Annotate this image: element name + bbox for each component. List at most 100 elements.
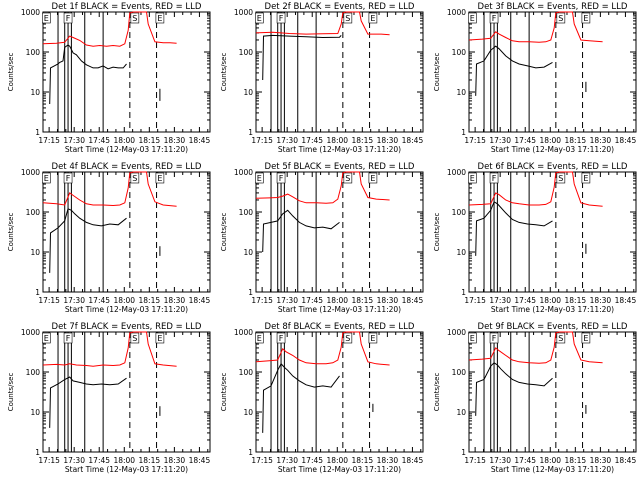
x-tick-label: 18:15 <box>565 456 587 465</box>
y-axis-label: Counts/sec <box>7 213 15 252</box>
marker-label: F <box>279 14 284 23</box>
marker-label: S <box>345 174 350 183</box>
y-tick-label: 1 <box>248 448 253 457</box>
y-tick-label: 100 <box>26 48 41 57</box>
marker-box <box>368 12 378 24</box>
y-tick-label: 1000 <box>447 8 466 17</box>
y-tick-label: 1000 <box>447 328 466 337</box>
x-tick-label: 18:30 <box>377 296 399 305</box>
series-line-events <box>49 376 127 428</box>
marker-label: F <box>279 174 284 183</box>
x-tick-label: 18:15 <box>139 456 161 465</box>
y-axis-label: Counts/sec <box>433 53 441 92</box>
marker-label: E <box>370 14 375 23</box>
y-tick-label: 10 <box>30 248 40 257</box>
chart-panel-1: Det 1f BLACK = Events, RED = LLD Counts/s… <box>7 2 211 154</box>
chart-title: Det 1f BLACK = Events, RED = LLD <box>52 2 202 12</box>
y-axis-label: Counts/sec <box>7 373 15 412</box>
y-tick-label: 10 <box>456 88 466 97</box>
chart-panel-2: Det 2f BLACK = Events, RED = LLD Counts/s… <box>220 2 424 154</box>
series-line-lld <box>255 331 390 366</box>
y-tick-label: 1000 <box>234 168 253 177</box>
chart-title: Det 4f BLACK = Events, RED = LLD <box>52 162 202 172</box>
marker-label: S <box>558 174 563 183</box>
plot-frame <box>42 171 211 293</box>
y-axis-label: Counts/sec <box>7 53 15 92</box>
x-tick-label: 18:45 <box>189 296 211 305</box>
marker-box <box>581 172 591 184</box>
marker-box <box>581 12 591 24</box>
x-axis-label: Start Time (12-May-03 17:11:20) <box>491 305 614 314</box>
marker-box <box>155 12 165 24</box>
chart-panel-8: Det 8f BLACK = Events, RED = LLD Counts/s… <box>220 322 424 474</box>
marker-box <box>155 172 165 184</box>
chart-panel-5: Det 5f BLACK = Events, RED = LLD Counts/s… <box>220 162 424 314</box>
x-tick-label: 17:45 <box>514 456 536 465</box>
marker-box <box>489 332 499 344</box>
marker-label: F <box>492 174 497 183</box>
x-tick-label: 18:30 <box>590 456 612 465</box>
series-line-events <box>475 201 553 256</box>
y-tick-label: 100 <box>452 208 467 217</box>
y-tick-label: 1000 <box>21 328 40 337</box>
x-tick-label: 18:15 <box>565 296 587 305</box>
marker-box <box>63 332 73 344</box>
x-tick-label: 18:45 <box>615 136 637 145</box>
x-tick-label: 17:45 <box>88 456 110 465</box>
y-tick-label: 1000 <box>234 328 253 337</box>
y-tick-label: 1 <box>35 448 40 457</box>
series-line-events <box>262 362 340 433</box>
y-tick-label: 1000 <box>234 8 253 17</box>
x-tick-label: 18:45 <box>615 456 637 465</box>
y-tick-label: 100 <box>452 48 467 57</box>
plot-frame <box>42 11 211 133</box>
series-line-lld <box>42 11 177 47</box>
x-axis-label: Start Time (12-May-03 17:11:20) <box>278 145 401 154</box>
plot-frame <box>255 11 424 133</box>
marker-label: S <box>132 174 137 183</box>
marker-box <box>276 12 286 24</box>
chart-title: Det 3f BLACK = Events, RED = LLD <box>478 2 628 12</box>
x-tick-label: 18:45 <box>189 456 211 465</box>
series-line-lld <box>468 11 603 43</box>
chart-panel-3: Det 3f BLACK = Events, RED = LLD Counts/s… <box>433 2 637 154</box>
x-tick-label: 18:30 <box>590 296 612 305</box>
x-tick-label: 17:30 <box>63 456 85 465</box>
marker-label: E <box>257 14 262 23</box>
plot-frame <box>255 331 424 453</box>
x-tick-label: 18:30 <box>590 136 612 145</box>
x-tick-label: 17:45 <box>88 296 110 305</box>
x-tick-label: 18:45 <box>189 136 211 145</box>
x-axis-label: Start Time (12-May-03 17:11:20) <box>278 465 401 474</box>
y-tick-label: 100 <box>26 208 41 217</box>
x-tick-label: 18:45 <box>402 296 424 305</box>
marker-box <box>255 12 264 24</box>
x-axis-label: Start Time (12-May-03 17:11:20) <box>278 305 401 314</box>
y-tick-label: 1 <box>461 128 466 137</box>
marker-label: S <box>345 14 350 23</box>
marker-box <box>130 332 140 344</box>
x-tick-label: 18:00 <box>113 456 135 465</box>
x-axis-label: Start Time (12-May-03 17:11:20) <box>65 465 188 474</box>
x-tick-label: 18:15 <box>352 456 374 465</box>
marker-box <box>42 172 51 184</box>
y-tick-label: 1000 <box>21 168 40 177</box>
chart-panel-9: Det 9f BLACK = Events, RED = LLD Counts/s… <box>433 322 637 474</box>
y-axis-label: Counts/sec <box>220 53 228 92</box>
x-tick-label: 18:15 <box>352 136 374 145</box>
chart-title: Det 2f BLACK = Events, RED = LLD <box>265 2 415 12</box>
marker-box <box>63 12 73 24</box>
y-tick-label: 1000 <box>21 8 40 17</box>
marker-label: S <box>558 14 563 23</box>
marker-label: E <box>583 334 588 343</box>
marker-box <box>368 172 378 184</box>
plot-frame <box>42 331 211 453</box>
x-tick-label: 17:15 <box>251 456 273 465</box>
x-axis-label: Start Time (12-May-03 17:11:20) <box>491 145 614 154</box>
x-tick-label: 18:15 <box>139 296 161 305</box>
x-axis-label: Start Time (12-May-03 17:11:20) <box>491 465 614 474</box>
marker-label: S <box>558 334 563 343</box>
x-tick-label: 18:00 <box>539 296 561 305</box>
y-tick-label: 100 <box>239 368 254 377</box>
series-line-events <box>262 209 340 253</box>
